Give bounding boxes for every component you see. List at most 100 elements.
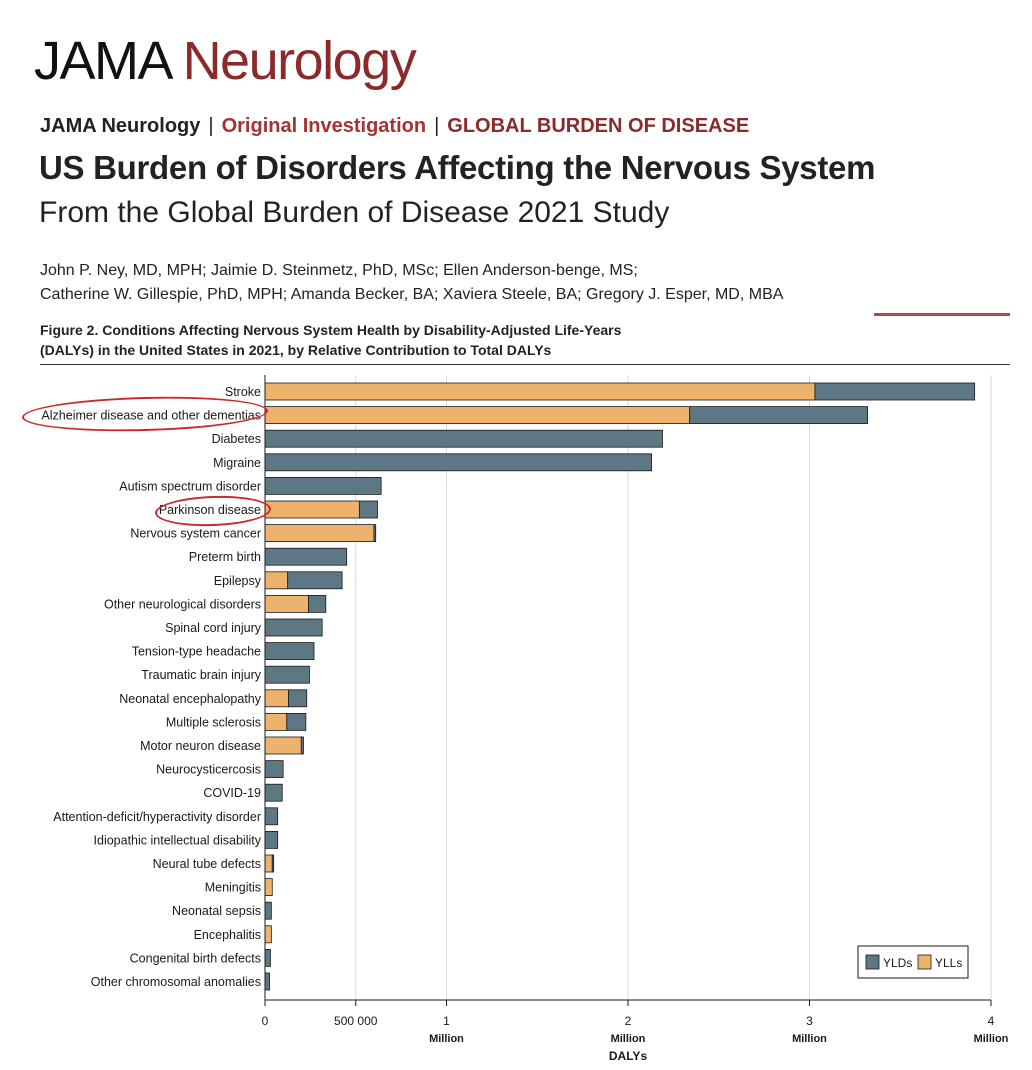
bar-ylds-stroke xyxy=(814,382,976,401)
legend-label-ylls: YLLs xyxy=(935,956,962,970)
logo-jama: JAMA xyxy=(34,31,171,91)
accent-rule xyxy=(874,313,1010,316)
x-tick-unit-2000000: Million xyxy=(611,1033,646,1045)
bar-ylds-parkinson-disease xyxy=(358,500,378,519)
category-label-other-neurological-disorders: Other neurological disorders xyxy=(104,597,261,611)
category-label-diabetes: Diabetes xyxy=(212,432,261,446)
category-label-motor-neuron-disease: Motor neuron disease xyxy=(140,739,261,753)
x-tick-label-2000000: 2 xyxy=(625,1014,632,1028)
x-tick-unit-1000000: Million xyxy=(429,1033,464,1045)
figure-caption: Figure 2. Conditions Affecting Nervous S… xyxy=(40,320,940,360)
bar-ylls-meningitis xyxy=(264,878,273,896)
legend-swatch-ylls xyxy=(917,954,932,970)
category-label-encephalitis: Encephalitis xyxy=(194,928,261,942)
category-label-parkinson-disease: Parkinson disease xyxy=(159,503,261,517)
category-label-attention-deficit-hyperactivity-disorder: Attention-deficit/hyperactivity disorder xyxy=(53,810,261,824)
article-subtitle: From the Global Burden of Disease 2021 S… xyxy=(39,196,670,229)
bar-ylds-diabetes xyxy=(264,429,663,448)
bar-ylds-tension-type-headache xyxy=(264,642,315,660)
bar-ylds-epilepsy xyxy=(287,571,343,590)
figure-caption-line-2: (DALYs) in the United States in 2021, by… xyxy=(40,342,552,358)
bar-ylds-other-chromosomal-anomalies xyxy=(264,972,270,991)
x-tick-unit-3000000: Million xyxy=(792,1033,827,1045)
figure-caption-rule xyxy=(40,364,1010,365)
category-label-spinal-cord-injury: Spinal cord injury xyxy=(165,621,262,635)
category-label-epilepsy: Epilepsy xyxy=(214,574,262,588)
bar-ylls-epilepsy xyxy=(264,571,289,590)
bar-ylds-alzheimer-disease-and-other-dementias xyxy=(689,406,868,425)
category-label-traumatic-brain-injury: Traumatic brain injury xyxy=(141,668,261,682)
category-label-multiple-sclerosis: Multiple sclerosis xyxy=(166,715,261,729)
kicker-separator-1: | xyxy=(208,115,214,137)
x-tick-label-1000000: 1 xyxy=(443,1014,450,1028)
category-label-alzheimer-disease-and-other-dementias: Alzheimer disease and other dementias xyxy=(41,409,261,423)
bar-ylds-multiple-sclerosis xyxy=(286,713,307,731)
category-label-meningitis: Meningitis xyxy=(205,881,261,895)
x-tick-unit-4000000: Million xyxy=(974,1033,1009,1045)
category-label-stroke: Stroke xyxy=(225,385,261,399)
category-labels: Stroke Alzheimer disease and other dement… xyxy=(41,385,261,989)
category-label-neurocysticercosis: Neurocysticercosis xyxy=(156,763,261,777)
x-tick-label-3000000: 3 xyxy=(806,1014,813,1028)
category-label-neural-tube-defects: Neural tube defects xyxy=(153,857,261,871)
bar-ylls-neonatal-encephalopathy xyxy=(264,689,289,708)
bar-ylls-parkinson-disease xyxy=(264,500,360,519)
category-label-tension-type-headache: Tension-type headache xyxy=(132,645,261,659)
bar-ylds-other-neurological-disorders xyxy=(308,595,327,613)
bar-ylds-congenital-birth-defects xyxy=(264,949,271,967)
article-kicker: JAMA Neurology | Original Investigation | GL… xyxy=(40,113,749,139)
bar-ylls-nervous-system-cancer xyxy=(264,524,375,542)
author-list: John P. Ney, MD, MPH; Jaimie D. Steinmet… xyxy=(40,259,860,307)
legend-label-ylds: YLDs xyxy=(883,956,912,970)
figure-caption-line-1: Figure 2. Conditions Affecting Nervous S… xyxy=(40,322,622,338)
bar-ylds-traumatic-brain-injury xyxy=(264,665,310,684)
bars xyxy=(264,382,976,991)
bar-ylls-encephalitis xyxy=(264,925,272,944)
bar-ylls-other-neurological-disorders xyxy=(264,595,309,613)
legend-swatch-ylds xyxy=(865,954,880,970)
article-title: US Burden of Disorders Affecting the Ner… xyxy=(39,149,876,186)
bar-ylls-motor-neuron-disease xyxy=(264,736,302,755)
bar-ylds-autism-spectrum-disorder xyxy=(264,476,382,495)
bar-ylls-neural-tube-defects xyxy=(264,854,273,873)
bar-ylls-stroke xyxy=(264,382,816,401)
authors-line-1: John P. Ney, MD, MPH; Jaimie D. Steinmet… xyxy=(40,262,638,279)
bar-ylds-nervous-system-cancer xyxy=(373,524,377,542)
category-label-nervous-system-cancer: Nervous system cancer xyxy=(130,527,261,541)
chart-legend: YLDs YLLs xyxy=(857,945,969,979)
x-axis-title: DALYs xyxy=(609,1049,648,1063)
category-label-idiopathic-intellectual-disability: Idiopathic intellectual disability xyxy=(94,833,262,847)
category-label-covid-19: COVID-19 xyxy=(203,786,261,800)
category-label-other-chromosomal-anomalies: Other chromosomal anomalies xyxy=(91,975,261,989)
category-label-autism-spectrum-disorder: Autism spectrum disorder xyxy=(119,479,261,493)
kicker-article-type: Original Investigation xyxy=(221,115,427,137)
logo-neurology: Neurology xyxy=(182,31,417,91)
category-label-neonatal-encephalopathy: Neonatal encephalopathy xyxy=(119,692,262,706)
x-tick-label-500000: 500 000 xyxy=(334,1014,378,1028)
kicker-journal: JAMA Neurology xyxy=(40,115,201,137)
bar-ylds-covid-19 xyxy=(264,783,283,802)
bar-ylds-idiopathic-intellectual-disability xyxy=(264,831,279,849)
bar-ylls-multiple-sclerosis xyxy=(264,713,288,731)
bar-ylds-preterm-birth xyxy=(264,547,348,566)
bar-ylds-neurocysticercosis xyxy=(264,760,284,778)
category-label-congenital-birth-defects: Congenital birth defects xyxy=(130,951,261,965)
x-tick-label-0: 0 xyxy=(262,1014,269,1028)
kicker-section: GLOBAL BURDEN OF DISEASE xyxy=(447,115,750,137)
bar-ylds-neural-tube-defects xyxy=(271,854,275,873)
kicker-separator-2: | xyxy=(434,115,440,137)
x-axis: 0 500 000 1 Million 2 Million 3 Million 4 Million… xyxy=(262,375,1009,1063)
bar-ylds-neonatal-sepsis xyxy=(264,901,272,920)
category-label-migraine: Migraine xyxy=(213,456,261,470)
bar-ylds-migraine xyxy=(264,453,652,472)
authors-line-2: Catherine W. Gillespie, PhD, MPH; Amanda… xyxy=(40,286,784,303)
category-label-preterm-birth: Preterm birth xyxy=(189,550,261,564)
journal-logo: JAMA Neurology xyxy=(34,30,417,92)
x-tick-label-4000000: 4 xyxy=(988,1014,995,1028)
bar-ylds-spinal-cord-injury xyxy=(264,618,323,637)
bar-ylls-alzheimer-disease-and-other-dementias xyxy=(264,406,691,425)
bar-ylds-neonatal-encephalopathy xyxy=(288,689,308,708)
category-label-neonatal-sepsis: Neonatal sepsis xyxy=(172,904,261,918)
bar-ylds-attention-deficit-hyperactivity-disorder xyxy=(264,807,279,826)
